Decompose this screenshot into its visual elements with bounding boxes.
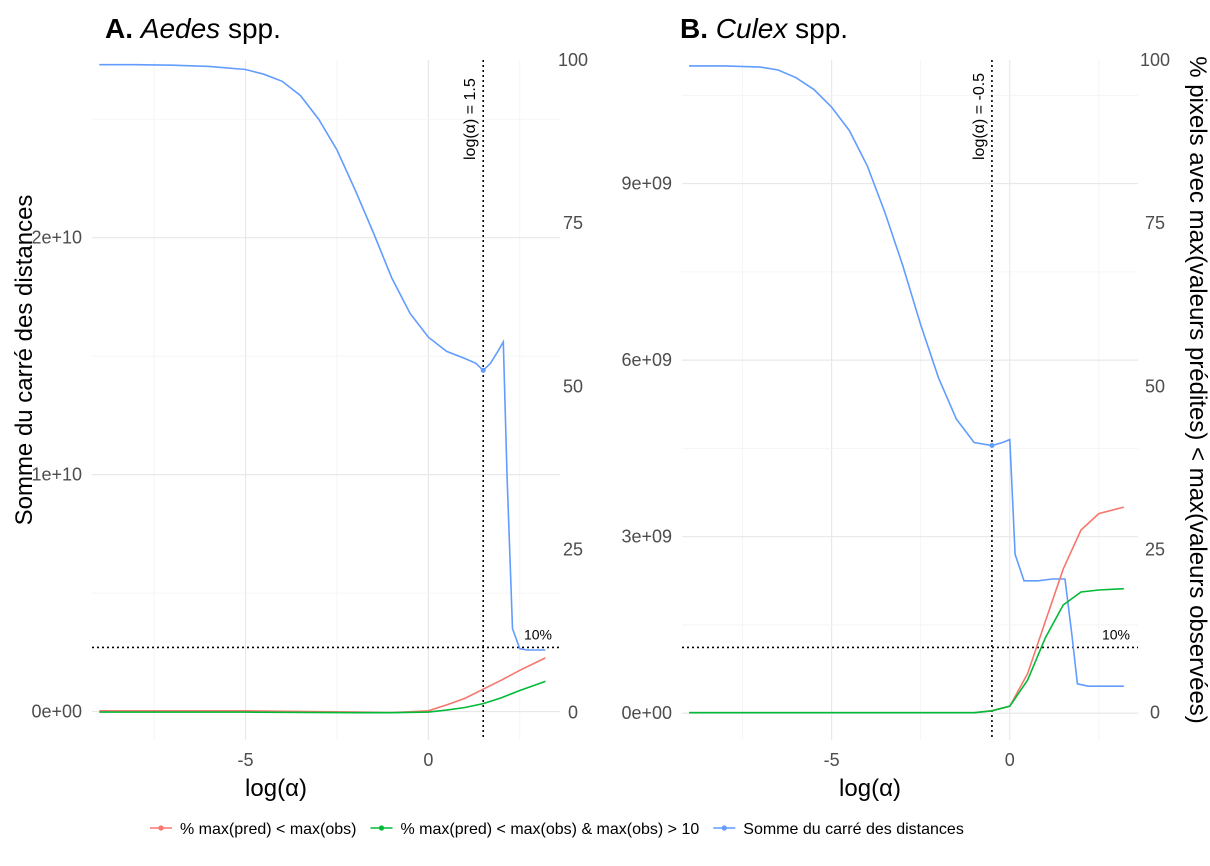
legend-item: Somme du carré des distances <box>713 821 964 838</box>
y2-tick-label: 50 <box>1145 376 1165 396</box>
optimum-point <box>480 367 486 373</box>
x-axis-title: log(α) <box>839 775 901 802</box>
legend-key-point <box>721 825 727 831</box>
y2-tick-label: 100 <box>558 50 588 70</box>
panel-suffix: spp. <box>787 13 848 44</box>
threshold-label: 10% <box>1102 626 1130 642</box>
legend-item: % max(pred) < max(obs) & max(obs) > 10 <box>370 821 700 838</box>
panel-title: A. Aedes spp. <box>105 13 281 44</box>
legend-label: % max(pred) < max(obs) <box>180 821 357 838</box>
y2-tick-label: 25 <box>1145 540 1165 560</box>
y-tick-label: 2e+10 <box>31 228 82 248</box>
series-line--max-pred-max-obs-max-obs-10 <box>99 680 546 714</box>
y-axis-title: Somme du carré des distances <box>11 195 38 526</box>
panel-letter: B. <box>680 13 716 44</box>
panel-letter: A. <box>105 13 141 44</box>
y-tick-label: 3e+09 <box>621 527 672 547</box>
series-line--max-pred-max-obs- <box>99 657 546 714</box>
y-tick-label: 6e+09 <box>621 350 672 370</box>
panel-title: B. Culex spp. <box>680 13 848 44</box>
panel-genus: Culex <box>716 13 789 44</box>
y-tick-label: 9e+09 <box>621 174 672 194</box>
panel-genus: Aedes <box>139 13 220 44</box>
series-line-somme-du-carr-des-distances <box>689 65 1124 688</box>
panel-b: B. Culex spp. -5 0 0e+00 3e+09 6e+09 9e+09 0 25 5… <box>621 13 1210 802</box>
y2-tick-label: 0 <box>1150 703 1160 723</box>
y2-tick-label: 75 <box>1145 213 1165 233</box>
y-tick-label: 1e+10 <box>31 465 82 485</box>
x-tick-label: 0 <box>1005 750 1015 770</box>
optimum-label: log(α) = 1.5 <box>462 78 479 160</box>
legend-label: % max(pred) < max(obs) & max(obs) > 10 <box>401 821 700 838</box>
optimum-label: log(α) = -0.5 <box>971 73 988 160</box>
x-tick-label: 0 <box>423 750 433 770</box>
x-axis-title: log(α) <box>245 775 307 802</box>
legend-label: Somme du carré des distances <box>743 821 964 838</box>
legend-key-point <box>378 825 385 831</box>
y-tick-label: 0e+00 <box>31 702 82 722</box>
series-line--max-pred-max-obs- <box>689 506 1125 714</box>
y2-tick-label: 75 <box>563 213 583 233</box>
panel-a: A. Aedes spp. -5 0 0e+00 1e+10 2e+10 0 25 50 75 10… <box>11 13 588 802</box>
y-tick-label: 0e+00 <box>621 703 672 723</box>
panel-suffix: spp. <box>220 13 281 44</box>
series-line-somme-du-carr-des-distances <box>99 63 546 651</box>
legend-item: % max(pred) < max(obs) <box>150 821 357 838</box>
y2-tick-label: 100 <box>1140 50 1170 70</box>
y2-axis-title: % pixels avec max(valeurs prédites) < ma… <box>1184 56 1210 724</box>
optimum-point <box>989 442 995 448</box>
legend: % max(pred) < max(obs) % max(pred) < max(… <box>150 821 964 838</box>
x-tick-label: -5 <box>824 750 840 770</box>
x-tick-label: -5 <box>238 750 254 770</box>
y2-tick-label: 25 <box>563 540 583 560</box>
legend-key-point <box>158 825 164 831</box>
series-line--max-pred-max-obs-max-obs-10 <box>689 587 1124 714</box>
y2-tick-label: 50 <box>563 376 583 396</box>
y2-tick-label: 0 <box>568 703 578 723</box>
threshold-label: 10% <box>524 626 552 642</box>
